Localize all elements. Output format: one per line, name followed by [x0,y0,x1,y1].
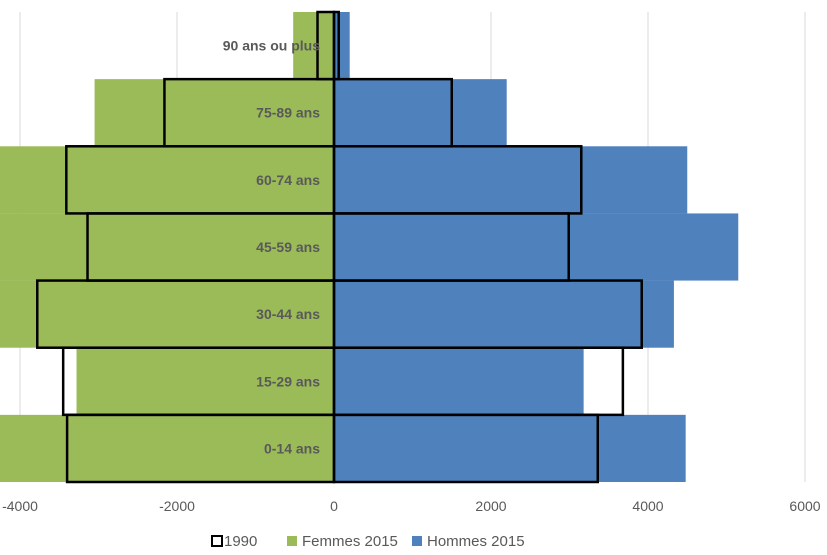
category-label: 0-14 ans [264,440,320,456]
bars [0,12,739,482]
category-label: 30-44 ans [256,306,320,322]
x-tick-label: 4000 [632,498,663,514]
bar-femmes-2015 [0,146,335,214]
x-tick-label: -2000 [159,498,195,514]
bar-femmes-2015 [0,414,335,482]
outline-1990-right [332,145,583,215]
category-label: 15-29 ans [256,373,320,389]
bar-femmes-2015 [0,213,334,281]
bar-hommes-2015 [334,347,584,415]
bar-femmes-2015 [0,280,334,348]
category-labels: 0-14 ans 15-29 ans 30-44 ans 45-59 ans 60-74… [223,38,320,457]
legend-label-femmes-2015: Femmes 2015 [302,533,398,550]
legend-label-hommes-2015: Hommes 2015 [427,533,525,550]
x-tick-label: 6000 [789,498,820,514]
category-label: 45-59 ans [256,239,320,255]
category-label: 90 ans ou plus [223,38,320,54]
bar-hommes-2015 [334,280,674,348]
legend: 1990 Femmes 2015 Hommes 2015 [211,533,525,550]
category-label: 75-89 ans [256,105,320,121]
legend-swatch-1990 [211,535,223,547]
bar-hommes-2015 [334,414,686,482]
legend-label-1990: 1990 [224,533,257,550]
x-tick-label: 0 [330,498,338,514]
x-tick-label: 2000 [475,498,506,514]
outline-1990 [36,10,643,484]
bar-hommes-2015 [334,213,739,281]
x-axis-ticks: -4000 -2000 0 2000 4000 6000 [2,498,821,514]
legend-swatch-femmes-2015 [287,536,297,546]
category-label: 60-74 ans [256,172,320,188]
bar-femmes-2015 [293,12,334,80]
x-tick-label: -4000 [2,498,38,514]
outline-1990-right [332,77,453,148]
bar-hommes-2015 [334,12,350,80]
bar-hommes-2015 [334,79,507,147]
outline-1990-right [332,10,340,81]
legend-swatch-hommes-2015 [412,536,422,546]
bar-femmes-2015 [76,347,335,415]
bar-femmes-2015 [94,79,334,147]
bar-hommes-2015 [334,146,688,214]
